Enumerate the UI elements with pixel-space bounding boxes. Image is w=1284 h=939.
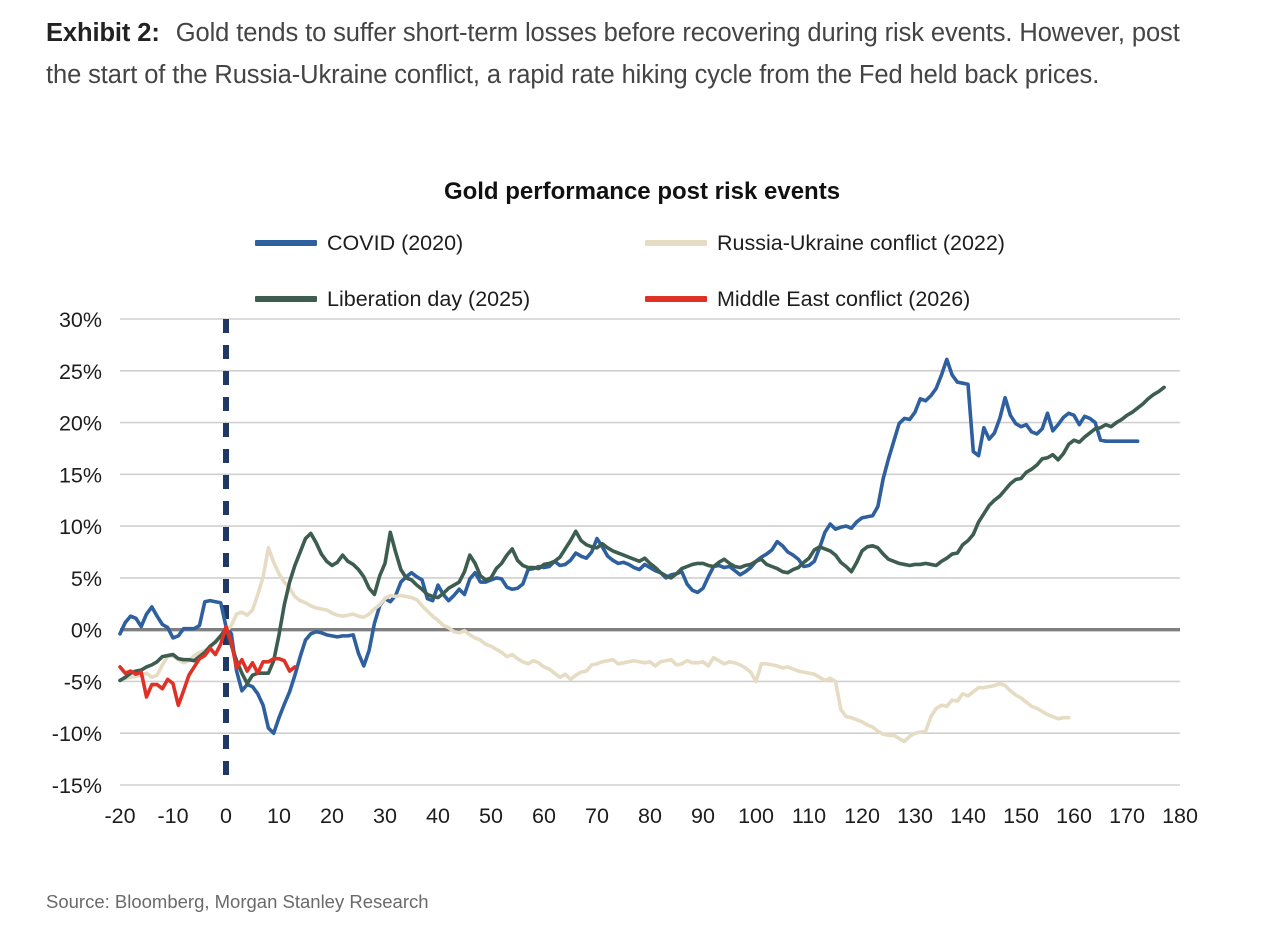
x-tick-label: 30 bbox=[373, 804, 397, 828]
data-series bbox=[118, 357, 1166, 744]
series-line bbox=[118, 546, 1071, 744]
source-note: Source: Bloomberg, Morgan Stanley Resear… bbox=[46, 891, 429, 912]
x-tick-label: 130 bbox=[897, 804, 933, 828]
y-tick-label: 20% bbox=[59, 412, 102, 436]
chart-title: Gold performance post risk events bbox=[443, 178, 841, 205]
y-tick-label: 25% bbox=[59, 360, 102, 384]
x-tick-label: 110 bbox=[792, 804, 826, 828]
x-tick-label: 20 bbox=[320, 804, 344, 828]
legend-swatch-middleeast bbox=[645, 296, 707, 302]
plot-area: 30% 25% 20% 15% 10% 5% 0% -5% -10% -15% -20 -10 0 10… bbox=[0, 160, 1284, 860]
x-tick-label: -10 bbox=[157, 804, 188, 828]
legend-swatch-liberation bbox=[255, 296, 317, 302]
chart-container: Gold performance post risk events COVID … bbox=[0, 160, 1284, 860]
x-tick-label: 140 bbox=[950, 804, 986, 828]
legend-swatch-russia bbox=[645, 240, 707, 246]
x-tick-label: 170 bbox=[1109, 804, 1145, 828]
y-tick-label: 10% bbox=[59, 515, 102, 539]
series-line bbox=[118, 357, 1140, 736]
exhibit-label: Exhibit 2: bbox=[46, 19, 160, 47]
x-tick-label: 40 bbox=[426, 804, 450, 828]
x-tick-label: 70 bbox=[585, 804, 609, 828]
chart-svg[interactable]: 30% 25% 20% 15% 10% 5% 0% -5% -10% -15% -20 -10 0 10… bbox=[0, 160, 1284, 860]
x-axis-tick-labels: -20 -10 0 10 20 30 40 50 60 70 80 90 100 110 120 130 140… bbox=[104, 804, 1198, 828]
x-tick-label: 150 bbox=[1003, 804, 1039, 828]
y-tick-label: 0% bbox=[71, 619, 102, 643]
series-line bbox=[118, 385, 1166, 686]
x-tick-label: 50 bbox=[479, 804, 503, 828]
y-tick-label: 15% bbox=[59, 463, 102, 487]
legend-label-liberation-day: Liberation day (2025) bbox=[327, 286, 531, 311]
y-tick-label: -10% bbox=[52, 722, 102, 746]
legend-label-russia-ukraine: Russia-Ukraine conflict (2022) bbox=[717, 230, 1005, 255]
exhibit-caption: Gold tends to suffer short-term losses b… bbox=[46, 19, 1180, 89]
legend-label-middle-east: Middle East conflict (2026) bbox=[717, 286, 971, 311]
legend-item-middle-east[interactable]: Middle East conflict (2026) bbox=[645, 284, 1035, 314]
x-tick-label: 60 bbox=[532, 804, 556, 828]
legend-swatch-covid bbox=[255, 240, 317, 246]
x-tick-label: 10 bbox=[267, 804, 291, 828]
y-tick-label: 5% bbox=[71, 567, 102, 591]
legend-item-covid[interactable]: COVID (2020) bbox=[255, 228, 645, 258]
exhibit-header: Exhibit 2: Gold tends to suffer short-ter… bbox=[46, 12, 1211, 96]
y-tick-label: 30% bbox=[59, 308, 102, 332]
x-tick-label: 90 bbox=[691, 804, 715, 828]
x-tick-label: -20 bbox=[104, 804, 135, 828]
x-tick-label: 120 bbox=[844, 804, 880, 828]
legend-item-liberation-day[interactable]: Liberation day (2025) bbox=[255, 284, 645, 314]
gridlines bbox=[120, 318, 1180, 786]
x-tick-label: 0 bbox=[220, 804, 232, 828]
x-tick-label: 80 bbox=[638, 804, 662, 828]
x-tick-label: 100 bbox=[738, 804, 774, 828]
y-tick-label: -5% bbox=[64, 670, 102, 694]
x-tick-label: 160 bbox=[1056, 804, 1092, 828]
legend-label-covid: COVID (2020) bbox=[327, 230, 464, 255]
legend-item-russia-ukraine[interactable]: Russia-Ukraine conflict (2022) bbox=[645, 228, 1035, 258]
y-axis-tick-labels: 30% 25% 20% 15% 10% 5% 0% -5% -10% -15% bbox=[52, 308, 102, 798]
y-tick-label: -15% bbox=[52, 774, 102, 798]
series-line bbox=[118, 624, 297, 708]
x-tick-label: 180 bbox=[1162, 804, 1198, 828]
chart-legend: COVID (2020) Russia-Ukraine conflict (20… bbox=[255, 228, 1055, 314]
